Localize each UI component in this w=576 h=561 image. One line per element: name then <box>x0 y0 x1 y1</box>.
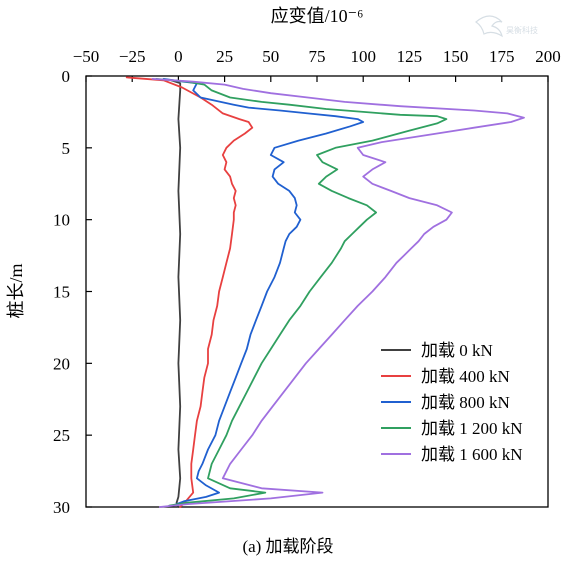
legend: 加载 0 kN 加载 400 kN 加载 800 kN 加载 1 200 kN 加载 1… <box>381 341 523 464</box>
x-tick-label: 200 <box>535 47 561 66</box>
x-axis-title: 应变值/10⁻⁶ <box>271 6 364 26</box>
x-tick-label: 175 <box>489 47 515 66</box>
y-tick-label: 10 <box>53 211 70 230</box>
watermark-text: 昊衡科技 <box>506 25 538 35</box>
y-tick-label: 5 <box>62 139 71 158</box>
x-tick-label: −25 <box>119 47 146 66</box>
x-tick-label: −50 <box>73 47 100 66</box>
plot-frame <box>85 75 549 508</box>
legend-label: 加载 0 kN <box>421 341 493 360</box>
y-tick-label: 25 <box>53 426 70 445</box>
watermark-bird-icon <box>475 15 503 38</box>
figure-caption: (a) 加载阶段 <box>242 537 333 556</box>
series-line-1-600kn <box>151 78 525 508</box>
x-tick-label: 50 <box>262 47 279 66</box>
y-axis: 0 5 10 15 20 25 30 <box>53 67 92 517</box>
x-tick-label: 0 <box>174 47 183 66</box>
series-line-800kn <box>162 78 365 507</box>
watermark: 昊衡科技 <box>475 15 538 38</box>
series-line-1-200kn <box>155 78 448 507</box>
series-line-0kn <box>170 79 182 508</box>
legend-label: 加载 400 kN <box>421 367 510 386</box>
legend-label: 加载 800 kN <box>421 393 510 412</box>
x-tick-label: 25 <box>216 47 233 66</box>
legend-label: 加载 1 600 kN <box>421 445 523 464</box>
x-tick-label: 125 <box>397 47 423 66</box>
y-tick-label: 0 <box>62 67 71 86</box>
y-axis-title: 桩长/m <box>6 263 26 318</box>
x-tick-label: 75 <box>309 47 326 66</box>
series-layer <box>125 76 525 508</box>
y-tick-label: 20 <box>53 354 70 373</box>
x-tick-label: 150 <box>443 47 469 66</box>
x-axis: −50 −25 0 25 50 75 100 125 150 175 200 <box>73 47 561 82</box>
series-line-400kn <box>125 76 254 508</box>
y-tick-label: 30 <box>53 498 70 517</box>
legend-label: 加载 1 200 kN <box>421 419 523 438</box>
y-tick-label: 15 <box>53 283 70 302</box>
x-tick-label: 100 <box>350 47 376 66</box>
